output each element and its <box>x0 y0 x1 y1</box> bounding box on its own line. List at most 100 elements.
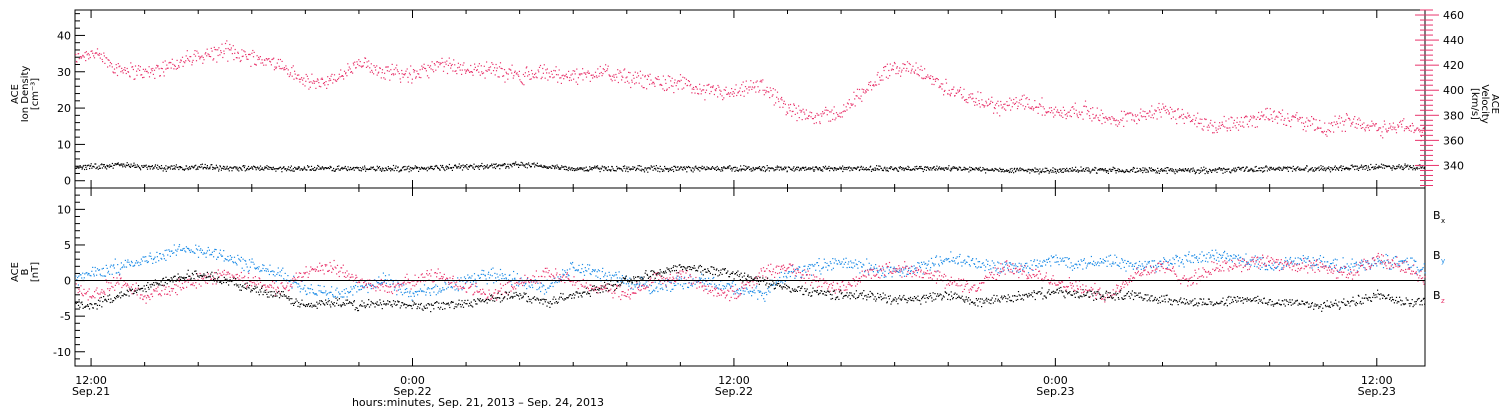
density-series-point <box>767 167 769 169</box>
velocity-series-point <box>740 94 742 96</box>
density-series-point <box>392 168 394 170</box>
density-series-point <box>1107 172 1109 174</box>
velocity-series-point <box>511 64 513 66</box>
by-series-point <box>220 254 222 256</box>
by-series-point <box>1007 270 1010 272</box>
by-series-point <box>670 281 672 283</box>
by-series-point <box>1113 263 1115 265</box>
velocity-series-point <box>237 52 239 54</box>
density-series-point <box>397 166 399 168</box>
density-series-point <box>1202 169 1204 171</box>
density-series-point <box>756 168 758 170</box>
density-series-point <box>1185 170 1187 172</box>
by-series-point <box>649 293 651 295</box>
velocity-series-point <box>399 78 401 80</box>
density-series-point <box>1368 167 1370 169</box>
density-series-point <box>534 166 536 168</box>
velocity-series-point <box>604 70 606 73</box>
by-series-point <box>544 289 547 291</box>
velocity-series-point <box>1296 112 1298 114</box>
density-series-point <box>76 167 78 169</box>
velocity-series-point <box>1130 112 1132 114</box>
density-series-point <box>742 168 744 170</box>
density-series-point <box>829 167 831 170</box>
velocity-series-point <box>1053 108 1055 110</box>
density-series-point <box>954 166 956 168</box>
density-series-point <box>431 168 434 170</box>
density-series-point <box>455 165 457 167</box>
density-series-point <box>729 165 731 167</box>
velocity-series-point <box>783 102 785 105</box>
density-series-point <box>1241 167 1243 169</box>
by-series-point <box>1077 267 1079 269</box>
density-series-point <box>653 165 655 167</box>
by-series-point <box>994 264 996 266</box>
density-series-point <box>175 164 177 166</box>
velocity-series-point <box>431 61 433 63</box>
by-series-point <box>736 290 738 292</box>
density-series-point <box>895 167 897 169</box>
density-series-point <box>244 165 246 167</box>
density-series-point <box>638 165 641 167</box>
velocity-series-point <box>1030 107 1032 109</box>
by-series-point <box>360 288 362 290</box>
density-series-point <box>491 165 493 167</box>
by-series-point <box>261 270 263 272</box>
velocity-series-point <box>376 65 378 67</box>
density-series-point <box>418 167 420 169</box>
velocity-series-point <box>858 97 860 99</box>
velocity-series-point <box>464 69 466 71</box>
density-series-point <box>685 166 687 168</box>
density-series-point <box>175 166 177 168</box>
density-series-point <box>1150 170 1152 172</box>
velocity-series-point <box>1308 120 1310 122</box>
velocity-series-point <box>759 81 761 83</box>
by-series-point <box>347 291 349 293</box>
density-series-point <box>162 170 164 172</box>
density-series-point <box>466 167 468 169</box>
by-series-point <box>1073 267 1076 269</box>
velocity-series-point <box>713 93 715 96</box>
density-series-point <box>743 165 745 167</box>
density-series-point <box>699 167 701 169</box>
by-series-point <box>229 259 231 261</box>
velocity-series-point <box>190 56 192 58</box>
density-series-point <box>1104 168 1106 170</box>
by-series-point <box>929 269 931 271</box>
density-series-point <box>1150 167 1152 169</box>
velocity-series-point <box>1189 121 1192 123</box>
density-series-point <box>886 169 889 171</box>
velocity-series-point <box>692 86 695 89</box>
density-series-point <box>411 167 413 169</box>
density-series-point <box>475 165 478 167</box>
density-series-point <box>730 167 733 169</box>
by-series-point <box>974 263 976 265</box>
velocity-series-point <box>1118 123 1120 125</box>
by-series-point <box>913 265 915 267</box>
by-series-point <box>311 288 314 291</box>
by-series-point <box>403 292 405 294</box>
density-series-point <box>957 169 959 171</box>
velocity-series-point <box>192 59 194 61</box>
by-series-point <box>638 284 641 286</box>
by-series-point <box>585 269 587 272</box>
velocity-series-point <box>1012 102 1014 104</box>
velocity-series-point <box>1105 117 1107 119</box>
density-series-point <box>968 171 970 173</box>
velocity-series-point <box>1047 111 1049 113</box>
density-series-point <box>563 166 565 168</box>
velocity-series-point <box>1033 107 1035 109</box>
velocity-series-point <box>920 65 922 67</box>
density-series-point <box>442 167 444 169</box>
velocity-series-point <box>1371 120 1373 122</box>
velocity-series-point <box>1095 114 1097 116</box>
by-series-point <box>675 277 677 279</box>
velocity-series-point <box>1182 118 1184 120</box>
by-series-point <box>834 258 836 260</box>
velocity-series-point <box>1357 119 1359 121</box>
by-series-point <box>200 248 202 250</box>
density-series-point <box>1068 171 1070 173</box>
by-series-point <box>1124 259 1126 262</box>
density-series-point <box>1023 170 1025 172</box>
density-series-point <box>1218 167 1220 169</box>
